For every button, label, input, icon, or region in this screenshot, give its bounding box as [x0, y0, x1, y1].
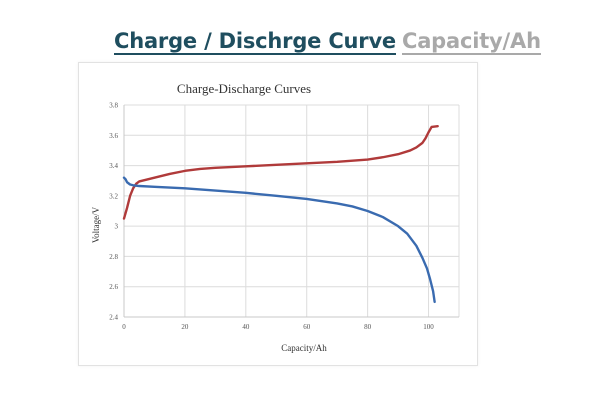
- y-tick-label: 2.6: [109, 283, 118, 291]
- y-tick-label: 3.2: [109, 192, 118, 200]
- charge-discharge-chart: 0 20 40 60 80 100 2.4 2.6 2.8 3 3.2 3.4 3.6 3.8 Charg…: [91, 81, 460, 353]
- y-tick-label: 3.8: [109, 102, 118, 110]
- page-heading: Charge / Dischrge Curve Capacity/Ah: [114, 28, 541, 55]
- chart-axes: [123, 105, 459, 318]
- x-axis-label: Capacity/Ah: [281, 343, 327, 353]
- discharge-curve: [122, 176, 436, 304]
- x-tick-label: 80: [364, 323, 372, 331]
- x-tick-label: 100: [423, 323, 434, 331]
- chart-ticks: 0 20 40 60 80 100 2.4 2.6 2.8 3 3.2 3.4 3.6 3.8: [109, 102, 434, 332]
- x-tick-label: 20: [181, 323, 189, 331]
- y-tick-label: 3.6: [109, 132, 118, 140]
- page-subtitle: Capacity/Ah: [401, 29, 541, 55]
- y-tick-label: 2.4: [109, 314, 118, 322]
- chart-grid: [123, 104, 460, 318]
- x-tick-label: 0: [122, 323, 126, 331]
- y-tick-label: 3: [115, 223, 119, 231]
- x-tick-label: 40: [242, 323, 250, 331]
- page-title: Charge / Dischrge Curve: [114, 29, 396, 55]
- y-tick-label: 3.4: [109, 162, 118, 170]
- x-tick-label: 60: [303, 323, 311, 331]
- chart-panel: 0 20 40 60 80 100 2.4 2.6 2.8 3 3.2 3.4 3.6 3.8 Charg…: [78, 62, 478, 366]
- y-tick-label: 2.8: [109, 253, 118, 261]
- charge-curve: [122, 125, 439, 220]
- y-axis-label: Voltage/V: [91, 206, 101, 243]
- chart-title: Charge-Discharge Curves: [177, 81, 311, 96]
- chart-series: [122, 125, 439, 304]
